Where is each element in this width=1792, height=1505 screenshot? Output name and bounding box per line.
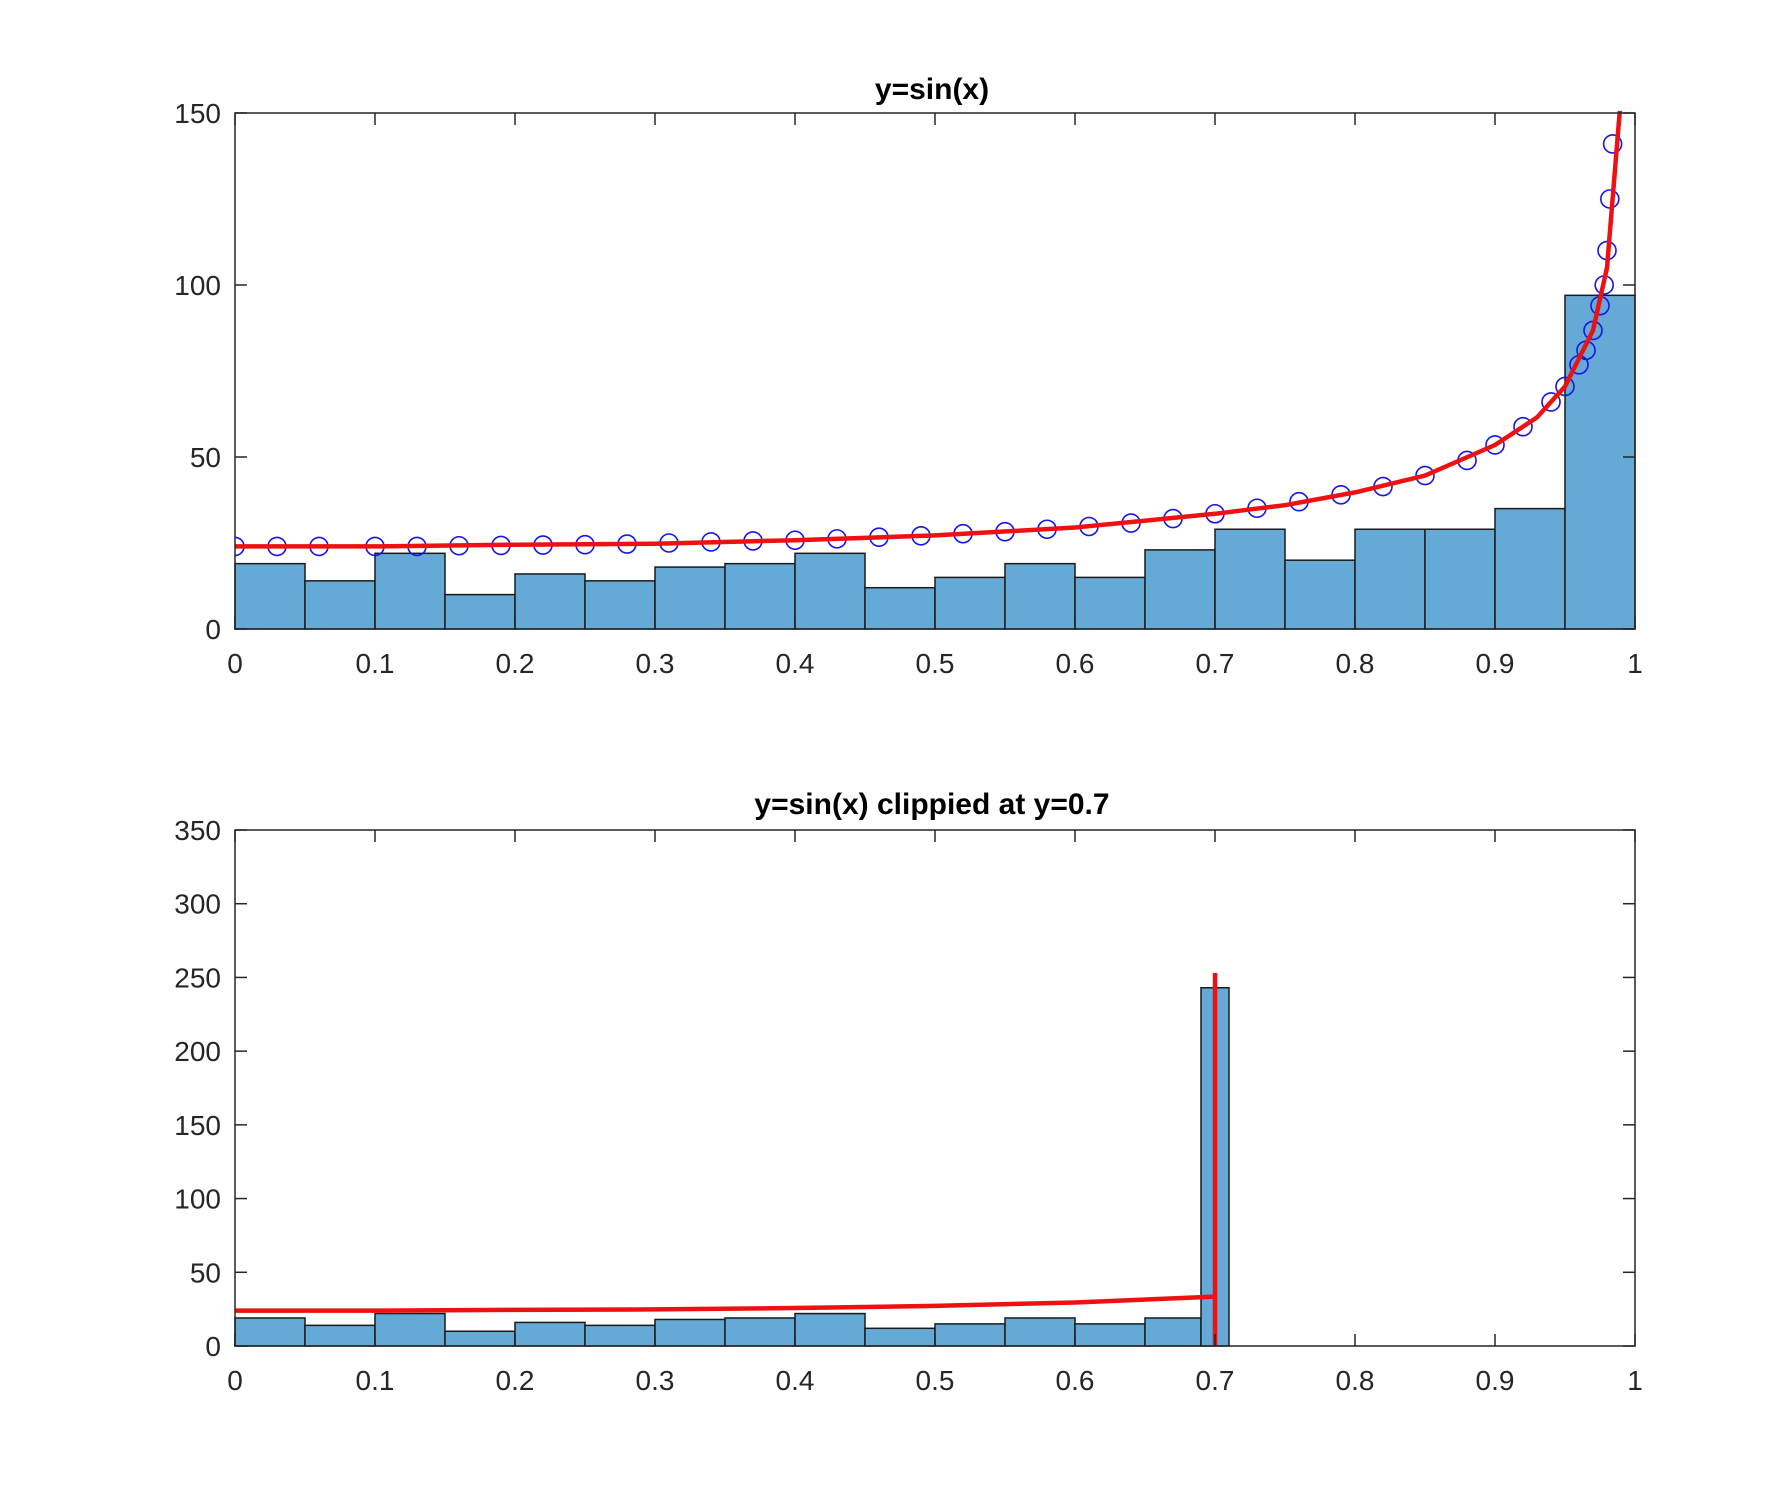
histogram-bar xyxy=(724,562,796,630)
histogram-bar xyxy=(654,1318,726,1347)
x-tick-label: 0.9 xyxy=(1476,1365,1515,1396)
y-tick-label: 0 xyxy=(205,1331,221,1362)
histogram-bar xyxy=(794,552,866,630)
x-tick-label: 0.9 xyxy=(1476,648,1515,679)
histogram-bar xyxy=(794,1312,866,1347)
scatter-point xyxy=(1602,134,1623,154)
fit-line xyxy=(235,111,1623,549)
x-tick-label: 0.4 xyxy=(776,648,815,679)
x-tick-label: 0.7 xyxy=(1196,1365,1235,1396)
histogram-bar xyxy=(234,1317,306,1347)
histogram-bar xyxy=(1494,507,1566,630)
x-tick-label: 0.3 xyxy=(636,1365,675,1396)
y-tick-label: 250 xyxy=(174,962,221,993)
x-tick-label: 0.4 xyxy=(776,1365,815,1396)
y-tick-label: 150 xyxy=(174,98,221,129)
x-tick-label: 1 xyxy=(1627,1365,1643,1396)
histogram-bar xyxy=(514,1321,586,1347)
x-tick-label: 0.3 xyxy=(636,648,675,679)
histogram-bar xyxy=(1004,562,1076,630)
histogram-bar xyxy=(1144,1317,1202,1347)
histogram-bar xyxy=(1074,576,1146,630)
x-tick-label: 0 xyxy=(227,1365,243,1396)
chart-top: y=sin(x) 0 0.1 0.2 0.3 0.4 0.5 0.6 0.7 0.8 0.9 1 0 5… xyxy=(174,73,1643,679)
y-tick-label: 50 xyxy=(190,442,221,473)
scatter-point xyxy=(1485,435,1505,455)
histogram-bar xyxy=(724,1317,796,1347)
histogram-bar xyxy=(1284,559,1356,630)
x-tick-label: 0.6 xyxy=(1056,1365,1095,1396)
histogram-bar xyxy=(234,562,306,630)
x-tick-label: 0.6 xyxy=(1056,648,1095,679)
histogram-bar xyxy=(934,1323,1006,1347)
y-tick-label: 150 xyxy=(174,1110,221,1141)
scatter-point xyxy=(1513,416,1533,437)
histogram-bar xyxy=(444,1330,516,1347)
scatter-point xyxy=(1541,392,1561,412)
x-tick-label: 0.8 xyxy=(1336,1365,1375,1396)
x-tick-label: 0.2 xyxy=(496,1365,535,1396)
x-tick-label: 0.1 xyxy=(356,1365,395,1396)
y-tick-label: 350 xyxy=(174,815,221,846)
histogram-bar xyxy=(1564,294,1636,630)
x-tick-label: 0.2 xyxy=(496,648,535,679)
histogram-bar xyxy=(1144,549,1216,630)
histogram-bar xyxy=(654,566,726,630)
histogram-bar xyxy=(514,573,586,630)
chart-title: y=sin(x) clippied at y=0.7 xyxy=(754,788,1109,821)
x-tick-label: 0.5 xyxy=(916,648,955,679)
chart-title: y=sin(x) xyxy=(875,73,989,106)
x-tick-label: 1 xyxy=(1627,648,1643,679)
histogram-bar xyxy=(374,1312,446,1347)
y-tick-label: 0 xyxy=(205,614,221,645)
histogram-bar xyxy=(1004,1317,1076,1347)
axes-box xyxy=(234,829,1636,1347)
histogram-bar xyxy=(1354,528,1426,630)
histogram-bar xyxy=(444,593,516,630)
histogram-bar xyxy=(934,576,1006,630)
histogram-bar xyxy=(304,1324,376,1347)
y-tick-label: 200 xyxy=(174,1036,221,1067)
x-tick-label: 0 xyxy=(227,648,243,679)
histogram-bar xyxy=(304,580,376,630)
x-tick-label: 0.7 xyxy=(1196,648,1235,679)
y-tick-label: 100 xyxy=(174,270,221,301)
y-tick-label: 100 xyxy=(174,1184,221,1215)
histogram-bar xyxy=(1214,528,1286,630)
y-tick-label: 300 xyxy=(174,889,221,920)
scatter-point xyxy=(1600,189,1620,209)
scatter-series xyxy=(235,134,1623,557)
y-tick-label: 50 xyxy=(190,1257,221,1288)
histogram-bar xyxy=(1074,1323,1146,1347)
x-tick-label: 0.5 xyxy=(916,1365,955,1396)
histogram-bar xyxy=(584,1324,656,1347)
histogram-bar xyxy=(864,1327,936,1347)
x-tick-label: 0.8 xyxy=(1336,648,1375,679)
chart-bottom: y=sin(x) clippied at y=0.7 0 0.1 0.2 0.3 0.4… xyxy=(174,788,1643,1396)
histogram-bar xyxy=(864,586,936,630)
histogram-bar xyxy=(374,552,446,630)
scatter-point xyxy=(1555,376,1575,397)
histogram-bar xyxy=(1424,528,1496,630)
x-tick-label: 0.1 xyxy=(356,648,395,679)
histogram-bar xyxy=(584,580,656,630)
fit-line xyxy=(235,973,1218,1346)
